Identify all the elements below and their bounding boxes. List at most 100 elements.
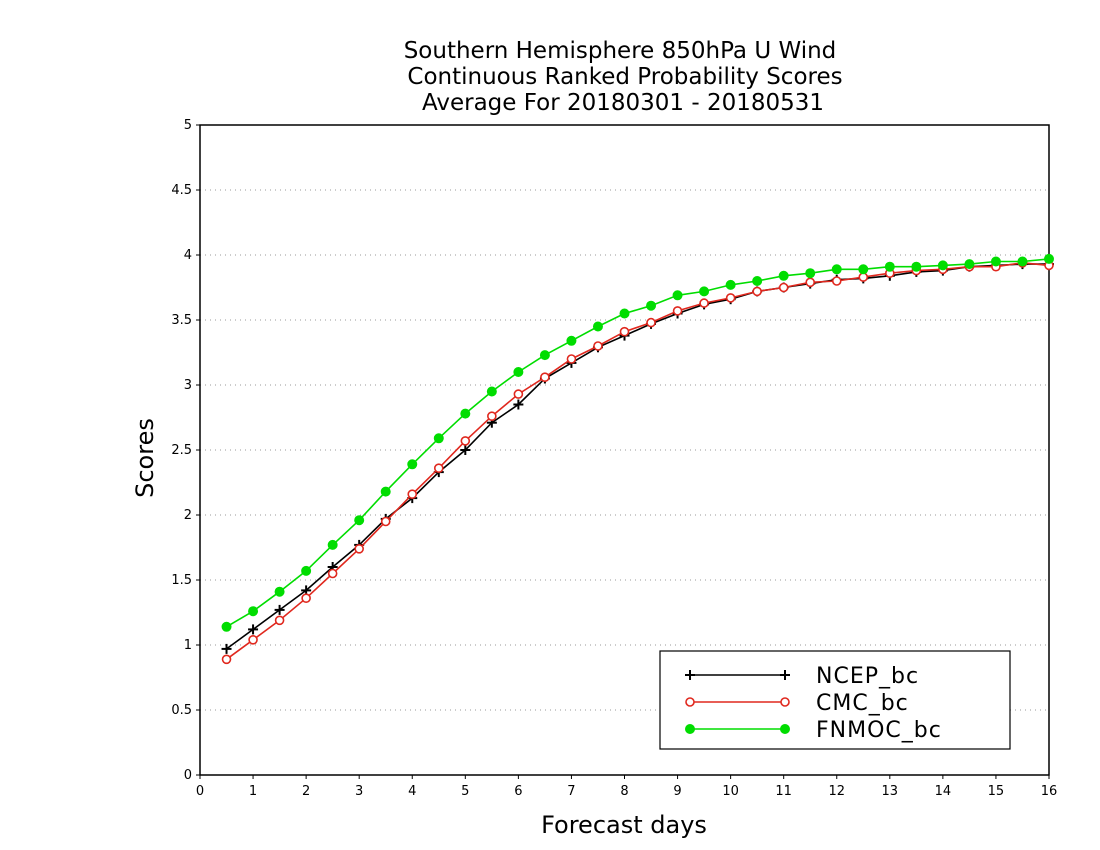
x-tick-label: 0 — [196, 784, 204, 799]
data-point-FNMOC_bc — [699, 286, 710, 297]
x-tick-label: 1 — [249, 784, 257, 799]
data-point-FNMOC_bc — [646, 300, 657, 311]
data-point-FNMOC_bc — [831, 264, 842, 275]
data-point-CMC_bc — [354, 543, 364, 554]
data-point-FNMOC_bc — [990, 256, 1001, 267]
data-point-NCEP_bc — [513, 399, 524, 410]
data-point-CMC_bc — [566, 354, 577, 364]
x-tick-label: 8 — [620, 784, 628, 799]
data-point-FNMOC_bc — [248, 606, 259, 617]
data-point-FNMOC_bc — [221, 621, 232, 632]
data-point-FNMOC_bc — [937, 260, 948, 271]
data-point-FNMOC_bc — [513, 367, 524, 377]
data-point-NCEP_bc — [248, 624, 259, 635]
x-tick-label: 10 — [722, 784, 739, 799]
legend-marker-start — [685, 724, 695, 734]
data-point-CMC_bc — [407, 489, 418, 500]
data-point-FNMOC_bc — [1044, 253, 1054, 264]
y-tick-label: 2 — [184, 508, 192, 523]
y-tick-label: 0 — [184, 768, 192, 783]
data-point-FNMOC_bc — [778, 270, 789, 281]
data-point-CMC_bc — [805, 277, 816, 288]
data-point-FNMOC_bc — [592, 321, 603, 332]
legend-label: CMC_bc — [816, 691, 909, 716]
series-line-NCEP_bc — [226, 263, 1049, 650]
data-point-CMC_bc — [380, 516, 391, 527]
data-point-FNMOC_bc — [301, 565, 312, 576]
data-point-FNMOC_bc — [274, 586, 285, 597]
x-tick-label: 16 — [1041, 784, 1058, 799]
legend-marker-end — [780, 724, 790, 734]
x-tick-label: 14 — [935, 784, 952, 799]
legend-entry-FNMOC_bc: FNMOC_bc — [685, 718, 941, 743]
x-tick-label: 15 — [988, 784, 1005, 799]
x-tick-label: 7 — [567, 784, 575, 799]
y-tick-label: 0.5 — [171, 703, 192, 718]
data-point-FNMOC_bc — [672, 290, 683, 301]
data-point-FNMOC_bc — [911, 261, 922, 272]
data-point-FNMOC_bc — [884, 261, 895, 272]
x-tick-label: 11 — [775, 784, 792, 799]
data-point-NCEP_bc — [274, 604, 285, 615]
y-tick-label: 4 — [184, 248, 192, 263]
legend-box — [659, 650, 1011, 750]
data-point-FNMOC_bc — [619, 308, 630, 319]
data-point-NCEP_bc — [221, 643, 232, 654]
legend-marker-end — [780, 697, 790, 707]
data-point-CMC_bc — [487, 411, 497, 422]
data-point-FNMOC_bc — [460, 408, 471, 419]
data-point-FNMOC_bc — [1017, 256, 1028, 267]
data-point-FNMOC_bc — [539, 350, 550, 361]
y-tick-label: 1.5 — [171, 573, 192, 588]
data-point-CMC_bc — [513, 389, 524, 399]
data-point-CMC_bc — [221, 654, 232, 665]
data-point-CMC_bc — [858, 272, 869, 282]
data-point-CMC_bc — [593, 341, 603, 351]
data-point-FNMOC_bc — [433, 433, 444, 444]
y-axis-title: Scores — [131, 418, 159, 498]
data-point-CMC_bc — [619, 326, 630, 337]
data-point-FNMOC_bc — [327, 539, 338, 550]
series-line-CMC_bc — [226, 261, 1050, 660]
legend-label: NCEP_bc — [816, 664, 919, 689]
data-point-FNMOC_bc — [486, 386, 497, 397]
data-point-CMC_bc — [672, 306, 683, 316]
data-point-FNMOC_bc — [964, 259, 975, 270]
x-tick-label: 9 — [673, 784, 681, 799]
x-tick-label: 2 — [302, 784, 310, 799]
y-tick-label: 4.5 — [171, 183, 192, 198]
data-point-CMC_bc — [301, 593, 311, 604]
data-point-NCEP_bc — [460, 445, 471, 455]
data-point-FNMOC_bc — [805, 268, 816, 279]
data-point-CMC_bc — [274, 615, 285, 626]
data-point-CMC_bc — [460, 436, 471, 446]
series-layer — [221, 253, 1054, 665]
title-line-2: Continuous Ranked Probability Scores — [407, 64, 842, 90]
data-point-CMC_bc — [248, 634, 258, 645]
legend-marker-end — [780, 670, 790, 680]
data-point-CMC_bc — [699, 298, 709, 308]
y-tick-label: 3 — [184, 378, 192, 393]
data-point-CMC_bc — [327, 568, 338, 579]
data-point-FNMOC_bc — [566, 335, 577, 346]
data-point-CMC_bc — [725, 293, 736, 303]
legend-marker-start — [685, 697, 695, 707]
data-point-FNMOC_bc — [354, 515, 365, 526]
x-tick-label: 3 — [355, 784, 363, 799]
data-point-CMC_bc — [540, 372, 550, 383]
y-tick-label: 3.5 — [171, 313, 192, 328]
series-NCEP_bc — [221, 259, 1054, 654]
chart-title: Southern Hemisphere 850hPa U Wind Contin… — [404, 38, 843, 116]
data-point-CMC_bc — [778, 282, 789, 293]
data-point-CMC_bc — [752, 286, 762, 297]
data-point-FNMOC_bc — [858, 264, 869, 275]
title-line-1: Southern Hemisphere 850hPa U Wind — [404, 38, 837, 64]
x-tick-label: 12 — [828, 784, 845, 799]
data-point-FNMOC_bc — [752, 276, 763, 286]
data-point-FNMOC_bc — [407, 459, 418, 470]
series-line-FNMOC_bc — [226, 258, 1050, 628]
data-point-FNMOC_bc — [725, 279, 736, 290]
